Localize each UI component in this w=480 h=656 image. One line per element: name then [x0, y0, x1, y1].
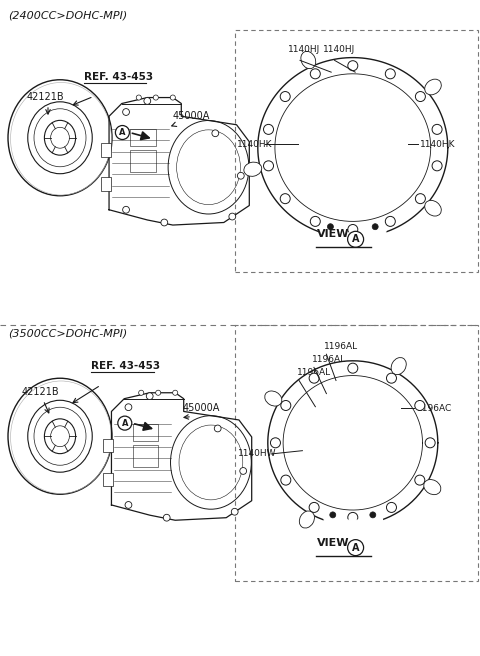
Ellipse shape — [265, 391, 282, 406]
Circle shape — [139, 390, 144, 396]
Text: A: A — [352, 543, 360, 552]
Circle shape — [281, 475, 291, 485]
Bar — [130, 129, 156, 146]
Bar — [132, 445, 158, 466]
Circle shape — [432, 161, 442, 171]
Ellipse shape — [346, 522, 360, 541]
Circle shape — [238, 173, 244, 179]
Text: 45000A: 45000A — [173, 112, 210, 121]
Text: 1140HK: 1140HK — [237, 140, 272, 149]
FancyBboxPatch shape — [103, 473, 113, 486]
Text: 45000A: 45000A — [182, 403, 220, 413]
Circle shape — [118, 416, 132, 430]
Text: VIEW: VIEW — [317, 538, 350, 548]
Text: 1140HJ: 1140HJ — [288, 45, 320, 54]
Circle shape — [309, 373, 319, 383]
Circle shape — [386, 502, 396, 512]
Circle shape — [348, 232, 364, 247]
Ellipse shape — [346, 236, 360, 254]
Circle shape — [432, 125, 442, 134]
Bar — [132, 424, 158, 441]
Circle shape — [264, 161, 274, 171]
Circle shape — [385, 69, 396, 79]
Circle shape — [386, 373, 396, 383]
Circle shape — [214, 425, 221, 432]
Circle shape — [327, 224, 334, 230]
Circle shape — [123, 109, 130, 115]
Circle shape — [348, 512, 358, 522]
Text: 1140HW: 1140HW — [238, 449, 276, 459]
Circle shape — [212, 130, 219, 136]
Circle shape — [385, 216, 396, 226]
Circle shape — [415, 475, 425, 485]
Circle shape — [281, 401, 291, 411]
Circle shape — [264, 125, 274, 134]
Text: A: A — [121, 419, 128, 428]
Circle shape — [144, 98, 151, 104]
Circle shape — [372, 224, 378, 230]
Circle shape — [270, 438, 280, 448]
Circle shape — [115, 125, 130, 140]
Bar — [130, 150, 156, 171]
Circle shape — [153, 95, 158, 100]
FancyBboxPatch shape — [100, 144, 111, 157]
Circle shape — [161, 219, 168, 226]
Circle shape — [123, 207, 130, 213]
Circle shape — [163, 514, 170, 521]
Circle shape — [348, 61, 358, 71]
Circle shape — [310, 216, 320, 226]
Circle shape — [280, 92, 290, 102]
Ellipse shape — [425, 79, 441, 95]
Text: REF. 43-453: REF. 43-453 — [91, 361, 160, 371]
Circle shape — [348, 224, 358, 234]
Bar — [235, 30, 478, 272]
Circle shape — [136, 95, 141, 100]
Ellipse shape — [424, 480, 441, 495]
Circle shape — [125, 404, 132, 411]
Circle shape — [310, 69, 320, 79]
Text: A: A — [119, 128, 126, 137]
Circle shape — [146, 393, 153, 400]
Circle shape — [330, 512, 336, 518]
Text: 1196AL: 1196AL — [297, 368, 331, 377]
Ellipse shape — [425, 200, 441, 216]
Circle shape — [309, 502, 319, 512]
Circle shape — [348, 540, 364, 556]
Circle shape — [415, 92, 425, 102]
Text: (2400CC>DOHC-MPI): (2400CC>DOHC-MPI) — [8, 10, 127, 20]
Circle shape — [125, 502, 132, 508]
Text: REF. 43-453: REF. 43-453 — [84, 72, 153, 82]
Circle shape — [415, 194, 425, 203]
Circle shape — [415, 401, 425, 411]
Text: 1196AL: 1196AL — [312, 355, 346, 364]
Circle shape — [229, 213, 236, 220]
Text: (3500CC>DOHC-MPI): (3500CC>DOHC-MPI) — [8, 329, 127, 338]
FancyBboxPatch shape — [103, 439, 113, 452]
Circle shape — [348, 363, 358, 373]
Circle shape — [425, 438, 435, 448]
Circle shape — [280, 194, 290, 203]
Circle shape — [240, 468, 247, 474]
Circle shape — [370, 512, 376, 518]
FancyBboxPatch shape — [100, 178, 111, 191]
Circle shape — [156, 390, 161, 396]
Text: 42121B: 42121B — [26, 92, 64, 102]
Text: VIEW: VIEW — [317, 230, 350, 239]
Circle shape — [173, 390, 178, 396]
Ellipse shape — [391, 358, 406, 375]
Circle shape — [170, 95, 175, 100]
Bar — [235, 325, 478, 581]
Ellipse shape — [300, 511, 314, 528]
Ellipse shape — [244, 162, 262, 176]
Text: 42121B: 42121B — [22, 387, 59, 397]
Text: 1140HK: 1140HK — [420, 140, 456, 149]
Circle shape — [231, 508, 238, 515]
Text: A: A — [352, 234, 360, 244]
Ellipse shape — [301, 51, 316, 69]
Text: 1140HJ: 1140HJ — [323, 45, 355, 54]
Text: 1196AC: 1196AC — [417, 403, 452, 413]
Text: 1196AL: 1196AL — [324, 342, 358, 351]
